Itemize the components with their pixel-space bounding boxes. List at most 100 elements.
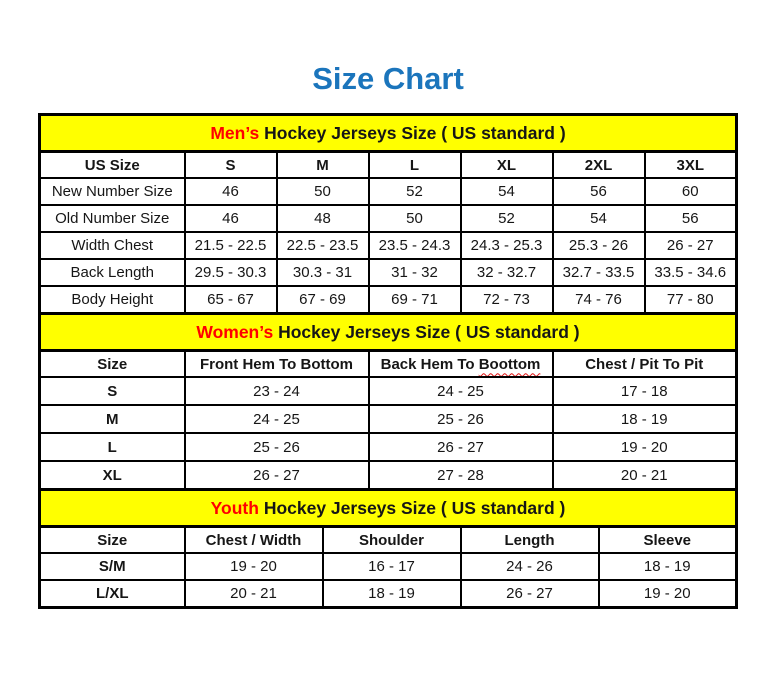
column-header-cell: M <box>275 150 370 180</box>
value-cell: 17 - 18 <box>551 376 738 407</box>
size-chart-tables: Men’s Hockey Jerseys Size ( US standard … <box>38 113 738 610</box>
table-row: S/M 19 - 20 16 - 17 24 - 26 18 - 19 <box>38 552 738 582</box>
column-header-cell: XL <box>459 150 554 180</box>
value-cell: 18 - 19 <box>597 552 738 582</box>
value-cell: 21.5 - 22.5 <box>183 231 278 261</box>
value-cell: 33.5 - 34.6 <box>643 258 738 288</box>
row-label-cell: Back Length <box>38 258 186 288</box>
youth-size-table: Youth Hockey Jerseys Size ( US standard … <box>38 488 738 610</box>
value-cell: 26 - 27 <box>367 432 554 463</box>
mens-section-band: Men’s Hockey Jerseys Size ( US standard … <box>38 113 738 154</box>
womens-section-title-rest: Hockey Jerseys Size ( US standard ) <box>278 321 580 342</box>
value-cell: 50 <box>367 204 462 234</box>
value-cell: 29.5 - 30.3 <box>183 258 278 288</box>
value-cell: 52 <box>459 204 554 234</box>
value-cell: 18 - 19 <box>321 579 462 609</box>
mens-section-title-rest: Hockey Jerseys Size ( US standard ) <box>264 122 566 143</box>
value-cell: 26 - 27 <box>459 579 600 609</box>
column-header-cell: 3XL <box>643 150 738 180</box>
value-cell: 46 <box>183 204 278 234</box>
table-row: New Number Size 46 50 52 54 56 60 <box>38 177 738 207</box>
value-cell: 25.3 - 26 <box>551 231 646 261</box>
value-cell: 54 <box>459 177 554 207</box>
column-header-cell: Size <box>38 525 186 555</box>
value-cell: 52 <box>367 177 462 207</box>
value-cell: 50 <box>275 177 370 207</box>
mens-column-header-row: US Size S M L XL 2XL 3XL <box>38 150 738 180</box>
value-cell: 27 - 28 <box>367 460 554 491</box>
value-cell: 54 <box>551 204 646 234</box>
value-cell: 26 - 27 <box>183 460 370 491</box>
table-row: L 25 - 26 26 - 27 19 - 20 <box>38 432 738 463</box>
value-cell: 16 - 17 <box>321 552 462 582</box>
value-cell: 69 - 71 <box>367 285 462 315</box>
value-cell: 74 - 76 <box>551 285 646 315</box>
table-row: Old Number Size 46 48 50 52 54 56 <box>38 204 738 234</box>
value-cell: 20 - 21 <box>551 460 738 491</box>
row-label-cell: L <box>38 432 186 463</box>
womens-column-header-row: Size Front Hem To Bottom Back Hem To Boo… <box>38 349 738 379</box>
table-row: S 23 - 24 24 - 25 17 - 18 <box>38 376 738 407</box>
value-cell: 24 - 26 <box>459 552 600 582</box>
column-header-cell: Shoulder <box>321 525 462 555</box>
column-header-cell: Back Hem To Boottom <box>367 349 554 379</box>
table-row: L/XL 20 - 21 18 - 19 26 - 27 19 - 20 <box>38 579 738 609</box>
youth-column-header-row: Size Chest / Width Shoulder Length Sleev… <box>38 525 738 555</box>
table-row: Back Length 29.5 - 30.3 30.3 - 31 31 - 3… <box>38 258 738 288</box>
mens-section-label: Men’s <box>210 122 260 143</box>
womens-section-title: Women’s Hockey Jerseys Size ( US standar… <box>38 312 738 353</box>
womens-section-label: Women’s <box>196 321 274 342</box>
value-cell: 19 - 20 <box>597 579 738 609</box>
youth-section-label: Youth <box>210 497 259 518</box>
value-cell: 19 - 20 <box>551 432 738 463</box>
column-header-cell: Front Hem To Bottom <box>183 349 370 379</box>
back-hem-prefix: Back Hem To <box>380 355 475 373</box>
value-cell: 19 - 20 <box>183 552 324 582</box>
womens-section-band: Women’s Hockey Jerseys Size ( US standar… <box>38 312 738 353</box>
column-header-cell: 2XL <box>551 150 646 180</box>
value-cell: 77 - 80 <box>643 285 738 315</box>
value-cell: 56 <box>551 177 646 207</box>
column-header-cell: Size <box>38 349 186 379</box>
column-header-cell: S <box>183 150 278 180</box>
value-cell: 32.7 - 33.5 <box>551 258 646 288</box>
value-cell: 23 - 24 <box>183 376 370 407</box>
row-label-cell: L/XL <box>38 579 186 609</box>
value-cell: 65 - 67 <box>183 285 278 315</box>
value-cell: 18 - 19 <box>551 404 738 435</box>
value-cell: 46 <box>183 177 278 207</box>
value-cell: 22.5 - 23.5 <box>275 231 370 261</box>
value-cell: 67 - 69 <box>275 285 370 315</box>
table-row: M 24 - 25 25 - 26 18 - 19 <box>38 404 738 435</box>
value-cell: 72 - 73 <box>459 285 554 315</box>
value-cell: 25 - 26 <box>183 432 370 463</box>
column-header-cell: Sleeve <box>597 525 738 555</box>
page-title: Size Chart <box>312 61 464 96</box>
table-row: Width Chest 21.5 - 22.5 22.5 - 23.5 23.5… <box>38 231 738 261</box>
value-cell: 60 <box>643 177 738 207</box>
row-label-cell: S/M <box>38 552 186 582</box>
value-cell: 56 <box>643 204 738 234</box>
womens-size-table: Women’s Hockey Jerseys Size ( US standar… <box>38 312 738 492</box>
row-label-cell: Width Chest <box>38 231 186 261</box>
youth-section-band: Youth Hockey Jerseys Size ( US standard … <box>38 488 738 529</box>
column-header-cell: Chest / Width <box>183 525 324 555</box>
row-label-cell: New Number Size <box>38 177 186 207</box>
value-cell: 23.5 - 24.3 <box>367 231 462 261</box>
column-header-cell: Chest / Pit To Pit <box>551 349 738 379</box>
row-label-cell: XL <box>38 460 186 491</box>
table-row: XL 26 - 27 27 - 28 20 - 21 <box>38 460 738 491</box>
row-label-cell: Body Height <box>38 285 186 315</box>
back-hem-misspelled-word: Boottom <box>478 355 541 373</box>
value-cell: 31 - 32 <box>367 258 462 288</box>
table-row: Body Height 65 - 67 67 - 69 69 - 71 72 -… <box>38 285 738 315</box>
value-cell: 32 - 32.7 <box>459 258 554 288</box>
row-label-cell: S <box>38 376 186 407</box>
row-label-cell: M <box>38 404 186 435</box>
column-header-cell: L <box>367 150 462 180</box>
value-cell: 20 - 21 <box>183 579 324 609</box>
value-cell: 24 - 25 <box>183 404 370 435</box>
youth-section-title: Youth Hockey Jerseys Size ( US standard … <box>38 488 738 529</box>
value-cell: 48 <box>275 204 370 234</box>
